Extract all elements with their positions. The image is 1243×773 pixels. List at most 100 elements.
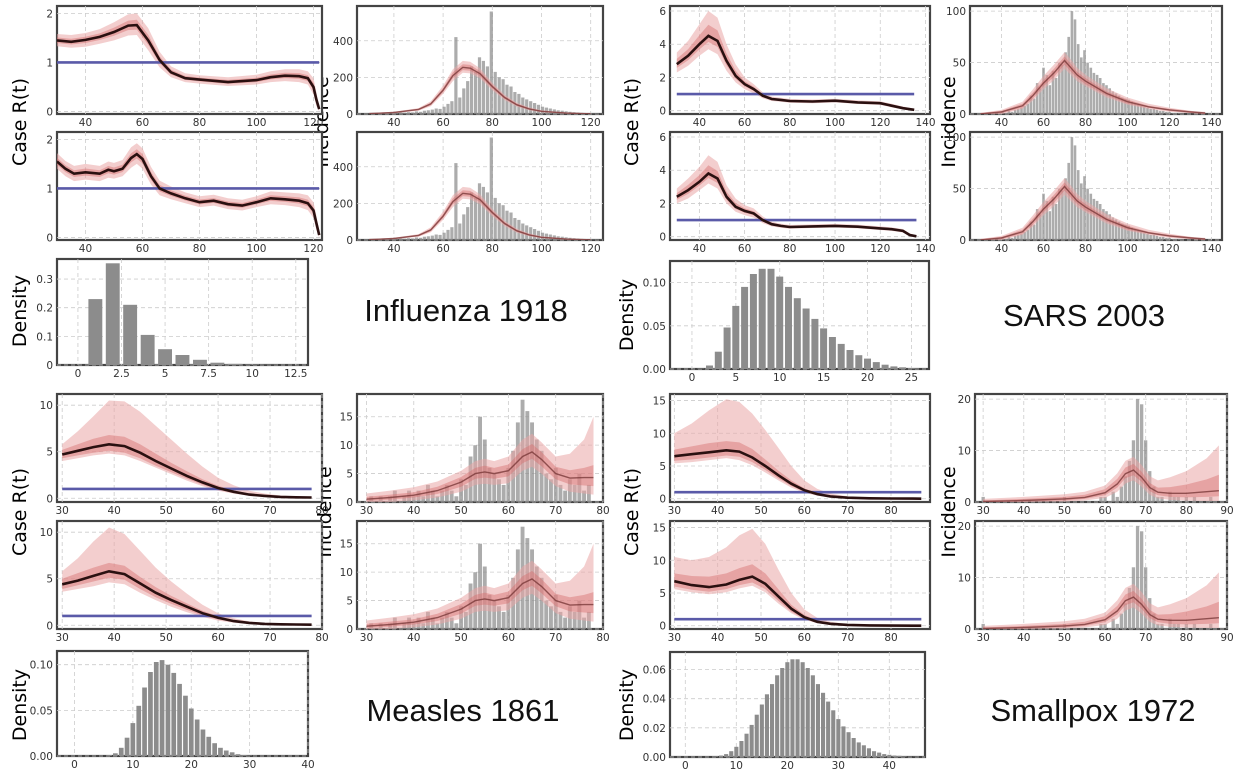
incidence-bar bbox=[1029, 95, 1033, 114]
density-bar bbox=[229, 752, 235, 756]
density-xtick-label: 0 bbox=[71, 759, 78, 771]
incidence-bar bbox=[1035, 83, 1039, 114]
incidence-bar bbox=[1032, 224, 1036, 240]
incidence-bar bbox=[435, 496, 440, 502]
incidence-xtick-label: 40 bbox=[387, 117, 400, 129]
incidence-bar bbox=[1117, 95, 1121, 114]
incidence-bar bbox=[1099, 623, 1103, 629]
incidence-band-outer bbox=[980, 178, 1206, 240]
smallpox-1972-incidence-panel-2: 30 40 50 60 70 80 90 0 10 20 bbox=[958, 519, 1234, 644]
density-bar bbox=[223, 750, 229, 756]
incidence-bar bbox=[1095, 74, 1099, 114]
incidence-bar bbox=[1042, 193, 1045, 240]
density-bar bbox=[136, 705, 142, 756]
incidence-xtick-label: 50 bbox=[1058, 505, 1071, 517]
case-rt-ytick-label: 2 bbox=[46, 134, 53, 146]
incidence-bar bbox=[1042, 67, 1045, 114]
incidence-bar bbox=[414, 237, 419, 240]
density-bar bbox=[113, 753, 118, 756]
incidence-bar bbox=[1168, 111, 1171, 114]
incidence-bar bbox=[1023, 231, 1026, 240]
case-rt-xtick-label: 80 bbox=[315, 632, 328, 644]
density-xtick-label: 7.5 bbox=[200, 368, 217, 380]
incidence-bar bbox=[449, 617, 454, 629]
density-bar bbox=[227, 363, 242, 365]
incidence-mean-line bbox=[980, 185, 1206, 240]
density-xtick-label: 40 bbox=[301, 759, 314, 771]
incidence-bar bbox=[501, 484, 506, 502]
incidence-xtick-label: 40 bbox=[995, 243, 1008, 255]
density-ytick-label: 0 bbox=[46, 360, 53, 372]
incidence-bar bbox=[1007, 236, 1011, 240]
incidence-bar bbox=[1048, 85, 1052, 114]
case-rt-xtick-label: 70 bbox=[263, 505, 276, 517]
case-rt-xtick-label: 40 bbox=[79, 117, 92, 129]
incidence-ytick-label: 0 bbox=[959, 109, 966, 121]
incidence-xtick-label: 70 bbox=[549, 632, 562, 644]
case-rt-xtick-label: 60 bbox=[136, 117, 149, 129]
case-rt-frame bbox=[55, 130, 324, 242]
incidence-bar bbox=[426, 110, 430, 114]
density-ytick-label: 0.10 bbox=[30, 660, 53, 672]
incidence-bar bbox=[387, 113, 391, 114]
incidence-xtick-label: 60 bbox=[436, 243, 449, 255]
incidence-xtick-label: 40 bbox=[995, 117, 1008, 129]
incidence-bar bbox=[449, 490, 454, 502]
incidence-xtick-label: 60 bbox=[502, 505, 515, 517]
case-rt-xtick-label: 80 bbox=[193, 117, 206, 129]
incidence-ytick-label: 400 bbox=[333, 36, 353, 48]
incidence-bar bbox=[462, 88, 466, 114]
density-bar bbox=[142, 687, 147, 756]
incidence-bar bbox=[563, 490, 568, 502]
incidence-bar bbox=[1171, 239, 1174, 240]
incidence-xtick-label: 90 bbox=[1220, 505, 1233, 517]
incidence-bar bbox=[1156, 496, 1160, 502]
incidence-bar bbox=[1119, 613, 1123, 629]
incidence-bar bbox=[539, 450, 544, 502]
measles-1861-incidence-panel-1: 30 40 50 60 70 80 0 5 10 15 bbox=[340, 392, 610, 517]
incidence-bar bbox=[1067, 36, 1070, 114]
incidence-grid bbox=[970, 6, 1222, 115]
incidence-bar bbox=[418, 111, 423, 114]
incidence-bar bbox=[582, 490, 586, 502]
density-bar bbox=[744, 733, 749, 757]
density-ytick-label: 0.10 bbox=[643, 278, 666, 290]
incidence-bar bbox=[1123, 476, 1127, 502]
case-rt-plot-area bbox=[674, 528, 922, 627]
density-bar bbox=[754, 714, 759, 757]
case-rt-plot-area bbox=[57, 143, 321, 238]
density-bar bbox=[780, 668, 785, 757]
incidence-bar bbox=[1174, 239, 1178, 240]
case-rt-xtick-label: 60 bbox=[738, 243, 751, 255]
incidence-bar bbox=[487, 594, 492, 629]
density-xtick-label: 10 bbox=[730, 760, 743, 772]
smallpox-1972-incidence-panel-1: 30 40 50 60 70 80 90 0 10 20 bbox=[958, 392, 1234, 517]
case-rt-xtick-label: 40 bbox=[107, 505, 120, 517]
incidence-bar bbox=[477, 57, 482, 114]
density-frame bbox=[55, 649, 310, 758]
incidence-bar bbox=[1111, 491, 1115, 502]
incidence-bar bbox=[1177, 239, 1181, 240]
incidence-bar bbox=[422, 110, 426, 114]
incidence-plot-area bbox=[981, 526, 1219, 629]
incidence-xtick-label: 120 bbox=[1159, 117, 1179, 129]
incidence-bar bbox=[1061, 64, 1064, 114]
density-plot-area bbox=[107, 660, 252, 756]
case-rt-ytick-label: 2 bbox=[659, 72, 666, 84]
incidence-ytick-label: 5 bbox=[346, 469, 353, 481]
incidence-plot-area bbox=[367, 137, 603, 240]
incidence-bar bbox=[383, 113, 387, 114]
incidence-bar bbox=[1165, 237, 1168, 240]
incidence-xtick-label: 140 bbox=[1201, 243, 1221, 255]
incidence-bar bbox=[1061, 190, 1064, 240]
incidence-bar bbox=[1010, 237, 1014, 240]
case-rt-plot-area bbox=[57, 13, 321, 112]
case-rt-ytick-label: 5 bbox=[659, 588, 666, 600]
incidence-bar bbox=[1140, 404, 1144, 502]
density-bar bbox=[140, 334, 155, 365]
incidence-ytick-label: 100 bbox=[946, 132, 966, 144]
case-rt-ytick-label: 6 bbox=[659, 132, 666, 144]
incidence-ytick-label: 0 bbox=[959, 235, 966, 247]
incidence-xtick-label: 120 bbox=[581, 117, 601, 129]
incidence-bar bbox=[1171, 113, 1174, 114]
